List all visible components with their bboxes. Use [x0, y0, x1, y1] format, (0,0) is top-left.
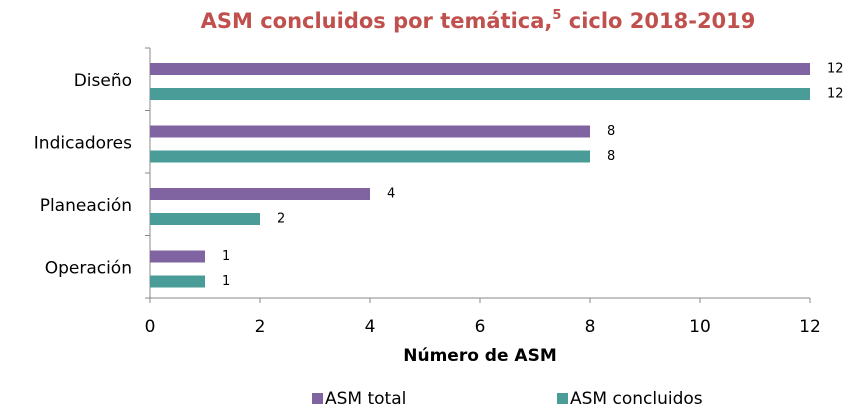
bar [150, 213, 260, 225]
bar [150, 275, 205, 288]
legend-label: ASM total [325, 389, 406, 408]
x-tick-label: 6 [475, 317, 486, 337]
x-tick-label: 8 [585, 317, 596, 337]
legend-swatch [312, 393, 323, 404]
value-label: 1 [222, 274, 230, 289]
value-label: 12 [827, 87, 844, 102]
value-label: 4 [387, 187, 395, 202]
y-tick-label: Operación [45, 259, 132, 279]
x-tick-label: 2 [255, 317, 266, 337]
x-tick-label: 4 [365, 317, 376, 337]
x-tick-label: 12 [799, 317, 821, 337]
value-label: 8 [607, 149, 615, 164]
x-tick-label: 0 [145, 317, 156, 337]
bar [150, 125, 590, 138]
value-label: 2 [277, 212, 285, 227]
legend-swatch [557, 393, 568, 404]
bar [150, 150, 590, 163]
bar [150, 250, 205, 263]
title-main: ASM concluidos por temática, [201, 9, 553, 33]
y-tick-label: Planeación [40, 196, 132, 216]
x-axis-label: Número de ASM [403, 346, 557, 366]
legend-label: ASM concluidos [570, 389, 703, 408]
title-end: ciclo 2018-2019 [561, 9, 755, 33]
bar [150, 63, 810, 75]
title-note: 5 [552, 8, 561, 23]
value-label: 8 [607, 124, 615, 139]
y-tick-label: Indicadores [34, 134, 132, 154]
bar [150, 88, 810, 100]
x-tick-label: 10 [689, 317, 711, 337]
y-tick-label: Diseño [74, 71, 132, 91]
value-label: 1 [222, 249, 230, 264]
chart-title: ASM concluidos por temática,5 ciclo 2018… [201, 8, 756, 34]
value-label: 12 [827, 62, 844, 77]
bar [150, 188, 370, 200]
